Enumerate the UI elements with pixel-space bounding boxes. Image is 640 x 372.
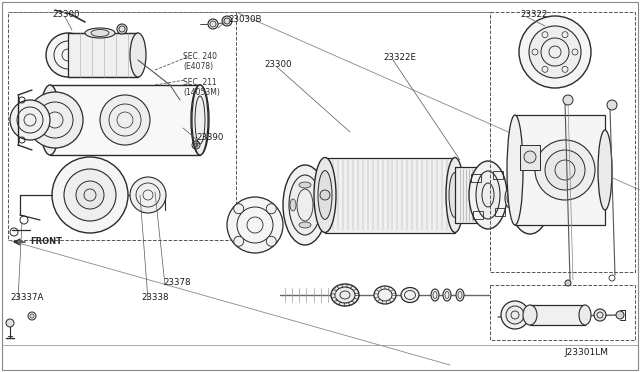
Circle shape (234, 204, 244, 214)
Circle shape (222, 16, 232, 26)
Bar (473, 211, 483, 219)
Text: SEC. 240: SEC. 240 (183, 52, 217, 61)
Circle shape (266, 236, 276, 246)
Ellipse shape (579, 305, 591, 325)
Bar (520, 212, 529, 219)
Ellipse shape (91, 29, 109, 36)
Ellipse shape (456, 289, 464, 301)
Bar (325, 158, 455, 233)
Bar (490, 12, 635, 272)
Ellipse shape (469, 161, 507, 229)
Text: 23337A: 23337A (10, 293, 44, 302)
Ellipse shape (314, 199, 320, 211)
Bar (531, 212, 540, 219)
Ellipse shape (443, 289, 451, 301)
Bar (50, 85, 200, 155)
Circle shape (545, 150, 585, 190)
Circle shape (52, 157, 128, 233)
Ellipse shape (40, 85, 60, 155)
Text: 23030B: 23030B (228, 15, 262, 24)
Circle shape (130, 177, 166, 213)
Ellipse shape (314, 157, 336, 232)
Bar (8, 12, 236, 240)
Circle shape (616, 311, 624, 319)
Circle shape (6, 319, 14, 327)
Ellipse shape (335, 287, 355, 303)
Circle shape (10, 100, 50, 140)
Text: (14053M): (14053M) (183, 88, 220, 97)
Bar (531, 182, 540, 187)
Circle shape (28, 312, 36, 320)
Ellipse shape (446, 157, 464, 232)
Ellipse shape (331, 284, 359, 306)
Bar (455, 167, 490, 223)
Circle shape (100, 95, 150, 145)
Text: (E4078): (E4078) (183, 62, 213, 71)
Bar (520, 182, 529, 187)
Ellipse shape (510, 166, 550, 234)
Circle shape (27, 92, 83, 148)
Ellipse shape (505, 188, 515, 208)
Circle shape (64, 169, 116, 221)
Ellipse shape (289, 175, 321, 235)
Ellipse shape (130, 33, 146, 77)
Ellipse shape (290, 199, 296, 211)
Circle shape (565, 280, 571, 286)
Circle shape (194, 143, 198, 147)
Text: 23322E: 23322E (383, 53, 416, 62)
Ellipse shape (431, 289, 439, 301)
Bar (493, 171, 503, 179)
Text: 23300: 23300 (52, 10, 79, 19)
Ellipse shape (482, 167, 498, 223)
Bar (515, 115, 605, 225)
Circle shape (266, 204, 276, 214)
Circle shape (594, 309, 606, 321)
Text: 23378: 23378 (163, 278, 191, 287)
Circle shape (501, 301, 529, 329)
Text: FRONT: FRONT (30, 237, 62, 246)
Ellipse shape (299, 182, 311, 188)
Circle shape (208, 19, 218, 29)
Text: 23338: 23338 (141, 293, 168, 302)
Ellipse shape (449, 173, 461, 218)
Circle shape (524, 151, 536, 163)
Circle shape (117, 24, 127, 34)
Bar (520, 145, 540, 170)
Circle shape (46, 33, 90, 77)
Ellipse shape (476, 171, 500, 219)
Text: 23322: 23322 (520, 10, 547, 19)
Bar (530, 305, 585, 325)
Circle shape (506, 306, 524, 324)
Ellipse shape (598, 130, 612, 210)
Ellipse shape (191, 85, 209, 155)
Text: 23390: 23390 (196, 133, 223, 142)
Circle shape (563, 95, 573, 105)
Ellipse shape (318, 171, 332, 219)
Circle shape (320, 190, 330, 200)
Bar (68, 33, 138, 77)
Ellipse shape (523, 305, 537, 325)
Ellipse shape (85, 28, 115, 38)
Circle shape (76, 181, 104, 209)
Bar (471, 174, 481, 182)
Circle shape (535, 140, 595, 200)
Ellipse shape (283, 165, 327, 245)
Ellipse shape (401, 288, 419, 302)
Text: 23300: 23300 (264, 60, 291, 69)
Circle shape (519, 16, 591, 88)
Ellipse shape (374, 286, 396, 304)
Ellipse shape (507, 115, 523, 225)
Circle shape (607, 100, 617, 110)
Text: J23301LM: J23301LM (564, 348, 608, 357)
Ellipse shape (299, 222, 311, 228)
Circle shape (234, 236, 244, 246)
Text: SEC. 211: SEC. 211 (183, 78, 217, 87)
Circle shape (227, 197, 283, 253)
Bar (490, 285, 635, 340)
Ellipse shape (516, 175, 544, 225)
Ellipse shape (192, 85, 208, 155)
Bar (495, 208, 505, 216)
Circle shape (529, 26, 581, 78)
